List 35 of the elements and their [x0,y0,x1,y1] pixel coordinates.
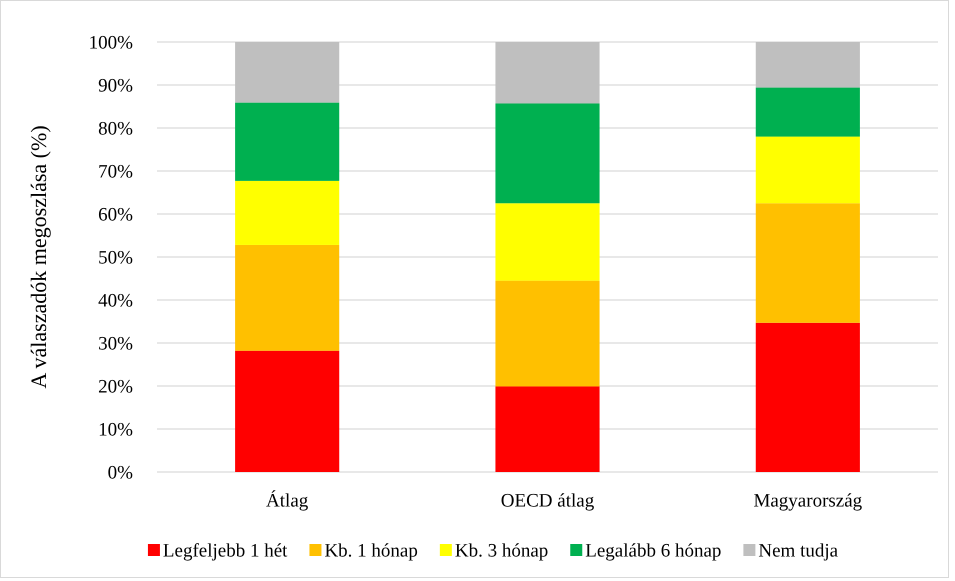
bar [235,102,340,181]
y-axis-title: A válaszadók megoszlása (%) [26,125,51,389]
y-tick-label: 50% [98,248,134,269]
y-tick-label: 10% [98,420,134,441]
bar [495,203,600,281]
bar [756,203,860,323]
y-tick-label: 80% [98,118,134,140]
y-tick-label: 100% [88,32,134,54]
bar [235,350,340,472]
x-tick-label: Átlag [266,490,309,512]
legend-label: Nem tudja [758,540,839,562]
bar [235,244,340,351]
y-tick-label: 70% [98,162,134,183]
bar [756,322,860,472]
bar [495,280,600,386]
bar [495,103,600,204]
y-tick-label: 0% [108,462,134,484]
legend-label: Legalább 6 hónap [585,540,722,562]
legend-label: Kb. 3 hónap [454,540,548,562]
bar [756,88,860,137]
y-tick-label: 20% [98,376,134,398]
y-tick-label: 90% [98,76,134,97]
bar [756,136,860,204]
legend-label: Kb. 1 hónap [324,540,418,562]
bar [235,180,340,245]
bar [495,42,600,104]
bar [495,386,600,472]
y-tick-label: 60% [98,204,134,226]
x-tick-label: Magyarország [753,490,863,512]
y-tick-label: 40% [98,290,134,312]
y-tick-label: 30% [98,334,134,355]
legend-label: Legfeljebb 1 hét [162,540,288,562]
x-tick-label: OECD átlag [500,490,595,512]
bar [756,42,860,88]
bar [235,42,340,103]
